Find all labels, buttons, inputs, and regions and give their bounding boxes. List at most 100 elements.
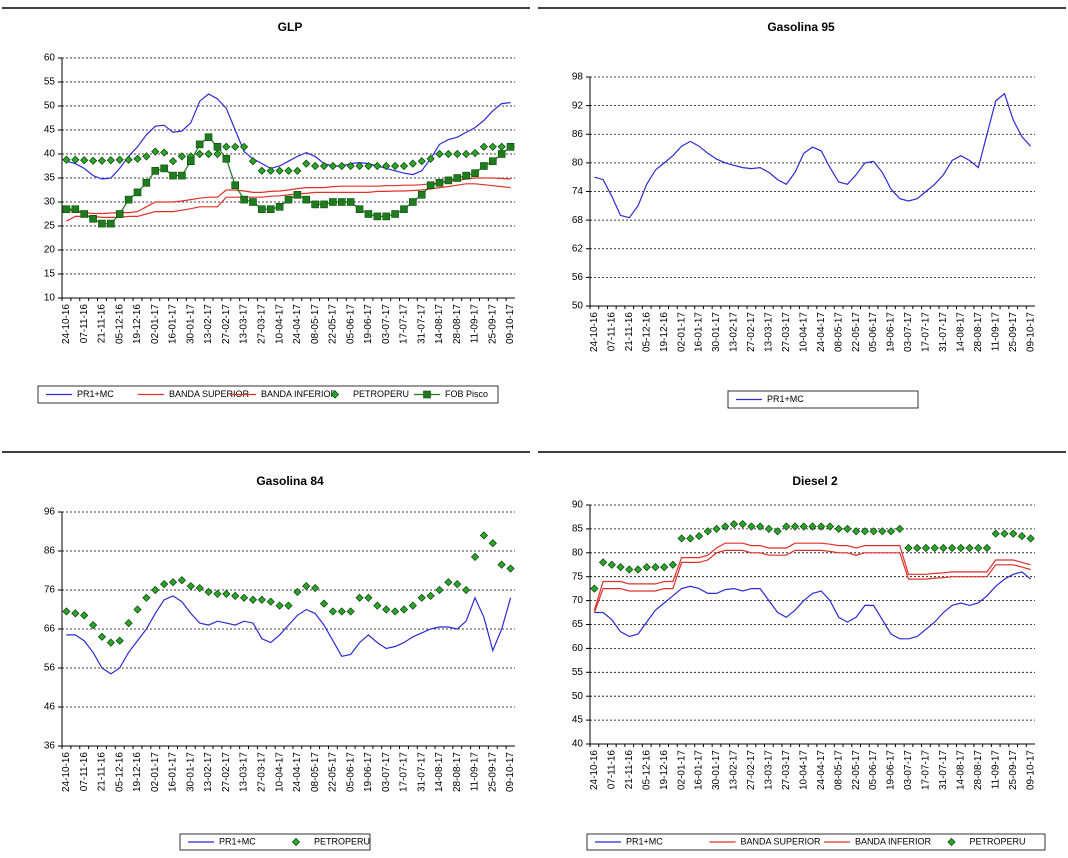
- x-tick-label: 11-09-17: [470, 752, 481, 792]
- marker: [497, 150, 506, 158]
- x-tick-label: 13-02-17: [729, 312, 740, 352]
- marker: [1000, 529, 1009, 538]
- x-tick-label: 24-04-17: [816, 750, 827, 790]
- x-tick-label: 22-05-17: [851, 750, 862, 790]
- y-tick-label: 20: [44, 245, 56, 256]
- marker: [373, 161, 382, 171]
- y-tick-label: 75: [572, 571, 584, 582]
- x-tick-label: 08-05-17: [310, 752, 321, 792]
- marker: [417, 191, 426, 199]
- x-tick-label: 16-01-17: [168, 304, 179, 344]
- x-tick-label: 21-11-16: [624, 312, 635, 352]
- marker: [982, 543, 992, 553]
- x-tick-label: 25-09-17: [487, 304, 498, 344]
- y-tick-label: 76: [44, 585, 56, 596]
- marker: [249, 198, 257, 206]
- x-tick-label: 03-07-17: [903, 750, 914, 790]
- y-tick-label: 60: [572, 643, 584, 654]
- marker: [453, 580, 462, 589]
- y-tick-label: 46: [44, 702, 56, 713]
- x-tick-label: 25-09-17: [1008, 312, 1019, 352]
- marker: [258, 205, 266, 213]
- legend-label: BANDA INFERIOR: [261, 389, 338, 399]
- marker: [328, 607, 338, 616]
- x-tick-label: 28-08-17: [973, 750, 984, 790]
- marker: [311, 583, 320, 593]
- legend-label: PR1+MC: [626, 836, 663, 846]
- x-tick-label: 08-05-17: [833, 312, 844, 352]
- marker: [222, 589, 231, 598]
- marker: [284, 195, 293, 204]
- x-tick-label: 05-06-17: [345, 752, 356, 792]
- marker: [89, 215, 97, 223]
- marker: [275, 203, 284, 211]
- marker: [213, 589, 222, 598]
- marker: [399, 161, 409, 171]
- y-tick-label: 55: [572, 667, 584, 678]
- legend-box: [179, 833, 371, 851]
- x-tick-label: 19-06-17: [363, 304, 374, 344]
- legend-label: PR1+MC: [219, 836, 256, 846]
- marker: [98, 219, 106, 228]
- marker: [186, 157, 195, 165]
- series-line: [594, 571, 1031, 640]
- y-tick-label: 70: [572, 595, 584, 606]
- x-tick-label: 27-03-17: [256, 752, 267, 792]
- marker: [355, 593, 364, 602]
- marker: [462, 171, 470, 180]
- marker: [506, 143, 515, 151]
- y-tick-label: 86: [44, 546, 56, 557]
- x-tick-label: 28-08-17: [452, 752, 463, 792]
- x-tick-label: 27-03-17: [781, 750, 792, 790]
- marker: [373, 601, 382, 610]
- y-tick-label: 80: [572, 158, 584, 169]
- x-tick-label: 09-10-17: [1025, 312, 1036, 352]
- x-tick-label: 30-01-17: [711, 312, 722, 352]
- marker: [88, 156, 98, 165]
- marker: [590, 584, 599, 593]
- marker: [956, 543, 965, 553]
- y-tick-label: 86: [572, 129, 584, 140]
- x-tick-label: 07-11-16: [79, 752, 90, 792]
- marker: [293, 166, 302, 175]
- marker: [311, 161, 320, 171]
- series-line: [594, 92, 1032, 219]
- legend-label: BANDA SUPERIOR: [169, 389, 250, 399]
- x-tick-label: 19-12-16: [659, 312, 670, 352]
- marker: [721, 522, 730, 531]
- marker: [382, 161, 391, 171]
- x-tick-label: 07-11-16: [606, 312, 617, 352]
- marker: [222, 155, 231, 163]
- marker: [319, 161, 329, 171]
- x-tick-label: 30-01-17: [711, 750, 722, 790]
- marker: [668, 560, 677, 569]
- marker: [773, 527, 782, 536]
- marker: [151, 585, 160, 595]
- marker: [712, 524, 721, 533]
- chart-title: Gasolina 84: [256, 474, 324, 488]
- marker: [97, 632, 107, 641]
- legend-box: [727, 390, 919, 409]
- y-tick-label: 15: [44, 269, 56, 280]
- x-tick-label: 25-09-17: [487, 752, 498, 792]
- y-tick-label: 45: [572, 715, 584, 726]
- marker: [231, 181, 240, 189]
- marker: [435, 585, 444, 595]
- marker: [677, 534, 686, 543]
- marker: [790, 522, 800, 531]
- series-line: [66, 136, 511, 225]
- marker: [115, 636, 124, 645]
- y-tick-label: 92: [572, 100, 584, 111]
- marker: [948, 543, 957, 553]
- legend-label: PR1+MC: [77, 389, 114, 399]
- x-tick-label: 02-01-17: [150, 304, 161, 344]
- marker: [266, 597, 275, 606]
- x-tick-label: 19-12-16: [659, 750, 670, 790]
- legend-label: PETROPERU: [970, 836, 1026, 846]
- x-tick-label: 10-04-17: [798, 312, 809, 352]
- marker: [913, 543, 922, 553]
- marker: [133, 188, 142, 197]
- marker: [204, 149, 213, 159]
- x-tick-label: 05-12-16: [641, 750, 652, 790]
- marker: [408, 601, 417, 610]
